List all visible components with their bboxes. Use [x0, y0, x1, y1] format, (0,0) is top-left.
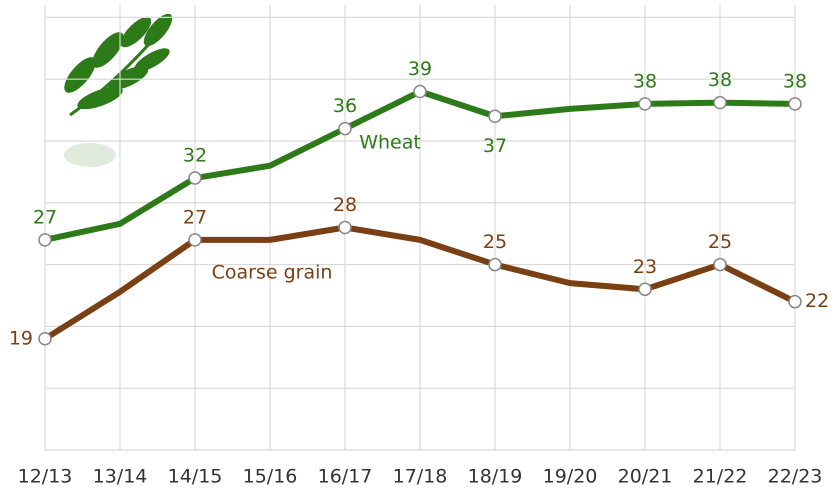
value-label: 38 — [708, 69, 732, 91]
value-label: 37 — [483, 135, 507, 157]
x-tick-label: 18/19 — [468, 466, 523, 488]
point-marker — [713, 95, 727, 110]
x-tick-label: 12/13 — [18, 466, 73, 488]
value-label: 36 — [333, 95, 357, 117]
x-tick-label: 15/16 — [243, 466, 298, 488]
x-tick-label: 20/21 — [618, 466, 673, 488]
x-tick-label: 22/23 — [768, 466, 823, 488]
point-marker — [638, 97, 652, 111]
point-marker — [713, 257, 727, 272]
value-label: 28 — [333, 194, 357, 216]
x-tick-label: 21/22 — [693, 466, 748, 488]
point-marker — [488, 257, 502, 272]
value-label: 32 — [183, 145, 207, 167]
value-label: 39 — [408, 58, 432, 80]
x-tick-label: 19/20 — [543, 466, 598, 488]
point-marker — [788, 294, 802, 309]
series-label: Coarse grain — [212, 262, 333, 284]
x-tick-label: 13/14 — [93, 466, 148, 488]
value-label: 27 — [33, 206, 57, 228]
point-marker — [338, 220, 352, 235]
point-marker — [188, 233, 202, 247]
series-line — [43, 224, 797, 342]
value-label: 25 — [708, 231, 732, 253]
x-tick-label: 14/15 — [168, 466, 223, 488]
value-label: 38 — [783, 70, 807, 92]
value-label: 38 — [633, 70, 657, 92]
value-label: 19 — [9, 327, 33, 349]
point-marker — [188, 171, 202, 185]
point-marker — [788, 97, 802, 111]
wheat-icon — [64, 13, 173, 167]
point-marker — [488, 109, 502, 123]
series-label: Wheat — [359, 132, 421, 154]
point-marker — [413, 84, 427, 99]
x-tick-label: 16/17 — [318, 466, 373, 488]
value-label: 23 — [633, 256, 657, 278]
value-label: 22 — [805, 290, 829, 312]
point-marker — [38, 233, 52, 247]
point-marker — [638, 282, 652, 297]
point-marker — [338, 121, 352, 136]
value-label: 25 — [483, 231, 507, 253]
value-label: 27 — [183, 206, 207, 228]
point-marker — [38, 332, 52, 346]
x-tick-label: 17/18 — [393, 466, 448, 488]
